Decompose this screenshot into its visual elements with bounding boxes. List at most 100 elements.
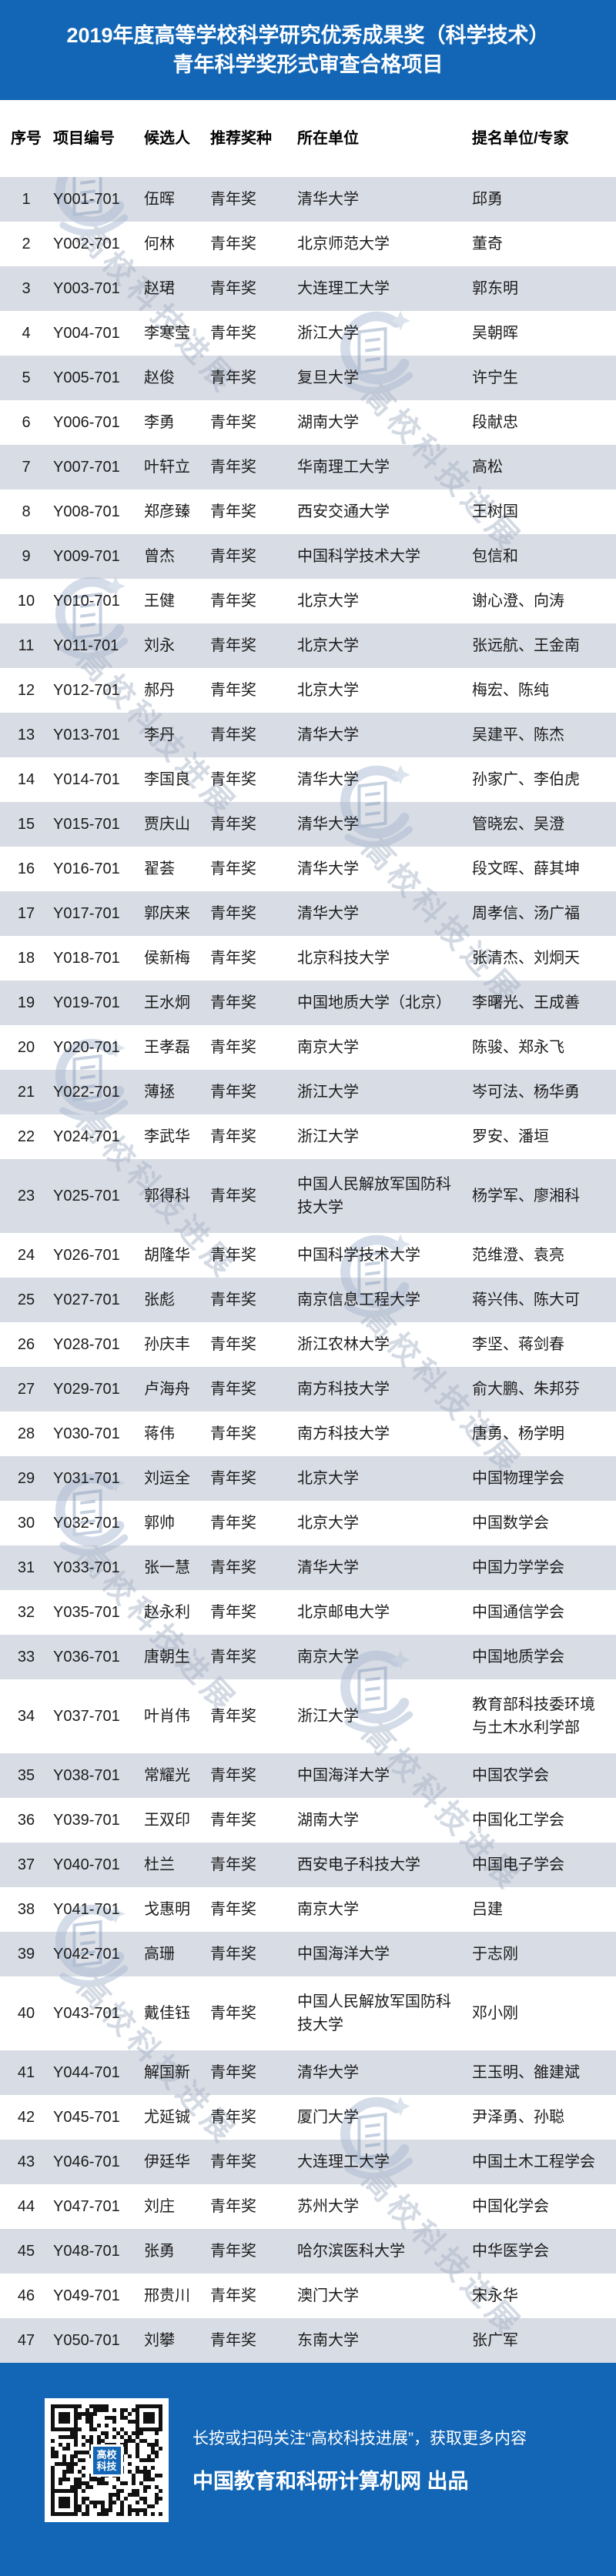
row-number-cell: 8 — [22, 503, 31, 520]
row-number-cell: 32 — [17, 1604, 35, 1621]
candidate-cell: 戈惠明 — [144, 1901, 190, 1918]
title-line-2: 青年科学奖形式审查合格项目 — [172, 53, 444, 76]
award-type-cell: 青年奖 — [210, 1247, 256, 1264]
award-type-cell: 青年奖 — [210, 1515, 256, 1532]
nominator-cell: 中国地质学会 — [472, 1649, 564, 1666]
row-number-cell: 27 — [17, 1381, 35, 1398]
candidate-cell: 胡隆华 — [144, 1247, 190, 1264]
candidate-cell: 赵珺 — [144, 280, 175, 297]
row-number-cell: 12 — [17, 682, 35, 699]
project-code-cell: Y027-701 — [53, 1291, 120, 1308]
project-code-cell: Y015-701 — [53, 816, 120, 833]
project-code-cell: Y050-701 — [53, 2332, 120, 2349]
row-number-cell: 44 — [17, 2198, 35, 2215]
project-code-cell: Y029-701 — [53, 1381, 120, 1398]
project-code-cell: Y018-701 — [53, 950, 120, 967]
university-cell: 西安电子科技大学 — [297, 1856, 420, 1873]
candidate-cell: 蒋伟 — [144, 1425, 175, 1442]
university-cell: 中国人民解放军国防科技大学 — [297, 1176, 451, 1216]
university-cell: 浙江大学 — [297, 1128, 359, 1145]
table-row: 35 Y038-701 常耀光 青年奖 中国海洋大学 中国农学会 — [0, 1753, 616, 1798]
candidate-cell: 戴佳钰 — [144, 2005, 190, 2022]
table-row: 46 Y049-701 邢贵川 青年奖 澳门大学 宋永华 — [0, 2274, 616, 2318]
project-code-cell: Y045-701 — [53, 2109, 120, 2126]
nominator-cell: 中华医学会 — [472, 2243, 549, 2260]
candidate-cell: 张彪 — [144, 1291, 175, 1308]
candidate-cell: 贾庆山 — [144, 816, 190, 833]
nominator-cell: 宋永华 — [472, 2287, 518, 2304]
university-cell: 北京邮电大学 — [297, 1604, 390, 1621]
nominator-cell: 中国化学会 — [472, 2198, 549, 2215]
award-type-cell: 青年奖 — [210, 1649, 256, 1666]
university-cell: 浙江大学 — [297, 1084, 359, 1101]
project-code-cell: Y032-701 — [53, 1515, 120, 1532]
table-row: 19 Y019-701 王水炯 青年奖 中国地质大学（北京） 李曙光、王成善 — [0, 981, 616, 1025]
award-type-cell: 青年奖 — [210, 459, 256, 476]
project-code-cell: Y042-701 — [53, 1946, 120, 1963]
table-row: 18 Y018-701 侯新梅 青年奖 北京科技大学 张清杰、刘炯天 — [0, 936, 616, 981]
nominator-cell: 中国电子学会 — [472, 1856, 564, 1873]
university-cell: 南京信息工程大学 — [297, 1291, 420, 1308]
row-number-cell: 18 — [17, 950, 35, 967]
university-cell: 清华大学 — [297, 2064, 359, 2081]
award-type-cell: 青年奖 — [210, 727, 256, 743]
nominator-cell: 董奇 — [472, 236, 503, 252]
table-row: 27 Y029-701 卢海舟 青年奖 南方科技大学 俞大鹏、朱邦芬 — [0, 1367, 616, 1412]
table-row: 47 Y050-701 刘攀 青年奖 东南大学 张广军 — [0, 2318, 616, 2363]
nominator-cell: 岑可法、杨华勇 — [472, 1084, 580, 1101]
column-header-project-code: 项目编号 — [53, 130, 115, 147]
award-type-cell: 青年奖 — [210, 2243, 256, 2260]
candidate-cell: 刘庄 — [144, 2198, 175, 2215]
nominator-cell: 张清杰、刘炯天 — [472, 950, 580, 967]
table-row: 32 Y035-701 赵永利 青年奖 北京邮电大学 中国通信学会 — [0, 1590, 616, 1635]
footer-texts: 长按或扫码关注“高校科技进展”，获取更多内容 中国教育和科研计算机网 出品 — [192, 2398, 527, 2522]
table-row: 6 Y006-701 李勇 青年奖 湖南大学 段献忠 — [0, 400, 616, 445]
award-type-cell: 青年奖 — [210, 1425, 256, 1442]
project-code-cell: Y044-701 — [53, 2064, 120, 2081]
project-code-cell: Y020-701 — [53, 1039, 120, 1056]
project-code-cell: Y019-701 — [53, 994, 120, 1011]
award-type-cell: 青年奖 — [210, 2287, 256, 2304]
nominator-cell: 于志刚 — [472, 1946, 518, 1963]
table-row: 21 Y022-701 薄拯 青年奖 浙江大学 岑可法、杨华勇 — [0, 1070, 616, 1114]
qr-code[interactable]: 高校科技 — [45, 2398, 169, 2522]
award-type-cell: 青年奖 — [210, 1767, 256, 1784]
nominator-cell: 尹泽勇、孙聪 — [472, 2109, 564, 2126]
table-row: 1 Y001-701 伍晖 青年奖 清华大学 邱勇 — [0, 177, 616, 222]
row-number-cell: 38 — [17, 1901, 35, 1918]
row-number-cell: 17 — [17, 905, 35, 922]
row-number-cell: 39 — [17, 1946, 35, 1963]
university-cell: 大连理工大学 — [297, 280, 390, 297]
project-code-cell: Y002-701 — [53, 236, 120, 252]
university-cell: 中国海洋大学 — [297, 1767, 390, 1784]
candidate-cell: 唐朝生 — [144, 1649, 190, 1666]
row-number-cell: 3 — [22, 280, 31, 297]
nominator-cell: 中国数学会 — [472, 1515, 549, 1532]
project-code-cell: Y011-701 — [53, 637, 119, 654]
nominator-cell: 教育部科技委环境与土木水利学部 — [472, 1696, 595, 1736]
university-cell: 南京大学 — [297, 1039, 359, 1056]
table-row: 11 Y011-701 刘永 青年奖 北京大学 张远航、王金南 — [0, 623, 616, 668]
row-number-cell: 28 — [17, 1425, 35, 1442]
nominator-cell: 包信和 — [472, 548, 518, 565]
award-type-cell: 青年奖 — [210, 1336, 256, 1353]
nominator-cell: 中国土木工程学会 — [472, 2153, 595, 2170]
nominator-cell: 杨学军、廖湘科 — [472, 1188, 580, 1204]
row-number-cell: 16 — [17, 860, 35, 877]
row-number-cell: 9 — [22, 548, 31, 565]
nominator-cell: 吴朝晖 — [472, 325, 518, 342]
table-row: 10 Y010-701 王健 青年奖 北京大学 谢心澄、向涛 — [0, 579, 616, 623]
nominator-cell: 张广军 — [472, 2332, 518, 2349]
nominator-cell: 吴建平、陈杰 — [472, 727, 564, 743]
title-line-1: 2019年度高等学校科学研究优秀成果奖（科学技术） — [66, 24, 550, 47]
award-type-cell: 青年奖 — [210, 2064, 256, 2081]
project-code-cell: Y030-701 — [53, 1425, 120, 1442]
university-cell: 北京师范大学 — [297, 236, 390, 252]
nominator-cell: 谢心澄、向涛 — [472, 593, 564, 610]
candidate-cell: 李寒莹 — [144, 325, 190, 342]
candidate-cell: 郭得科 — [144, 1188, 190, 1204]
award-type-cell: 青年奖 — [210, 950, 256, 967]
university-cell: 湖南大学 — [297, 1812, 359, 1829]
award-type-cell: 青年奖 — [210, 2109, 256, 2126]
nominator-cell: 吕建 — [472, 1901, 503, 1918]
